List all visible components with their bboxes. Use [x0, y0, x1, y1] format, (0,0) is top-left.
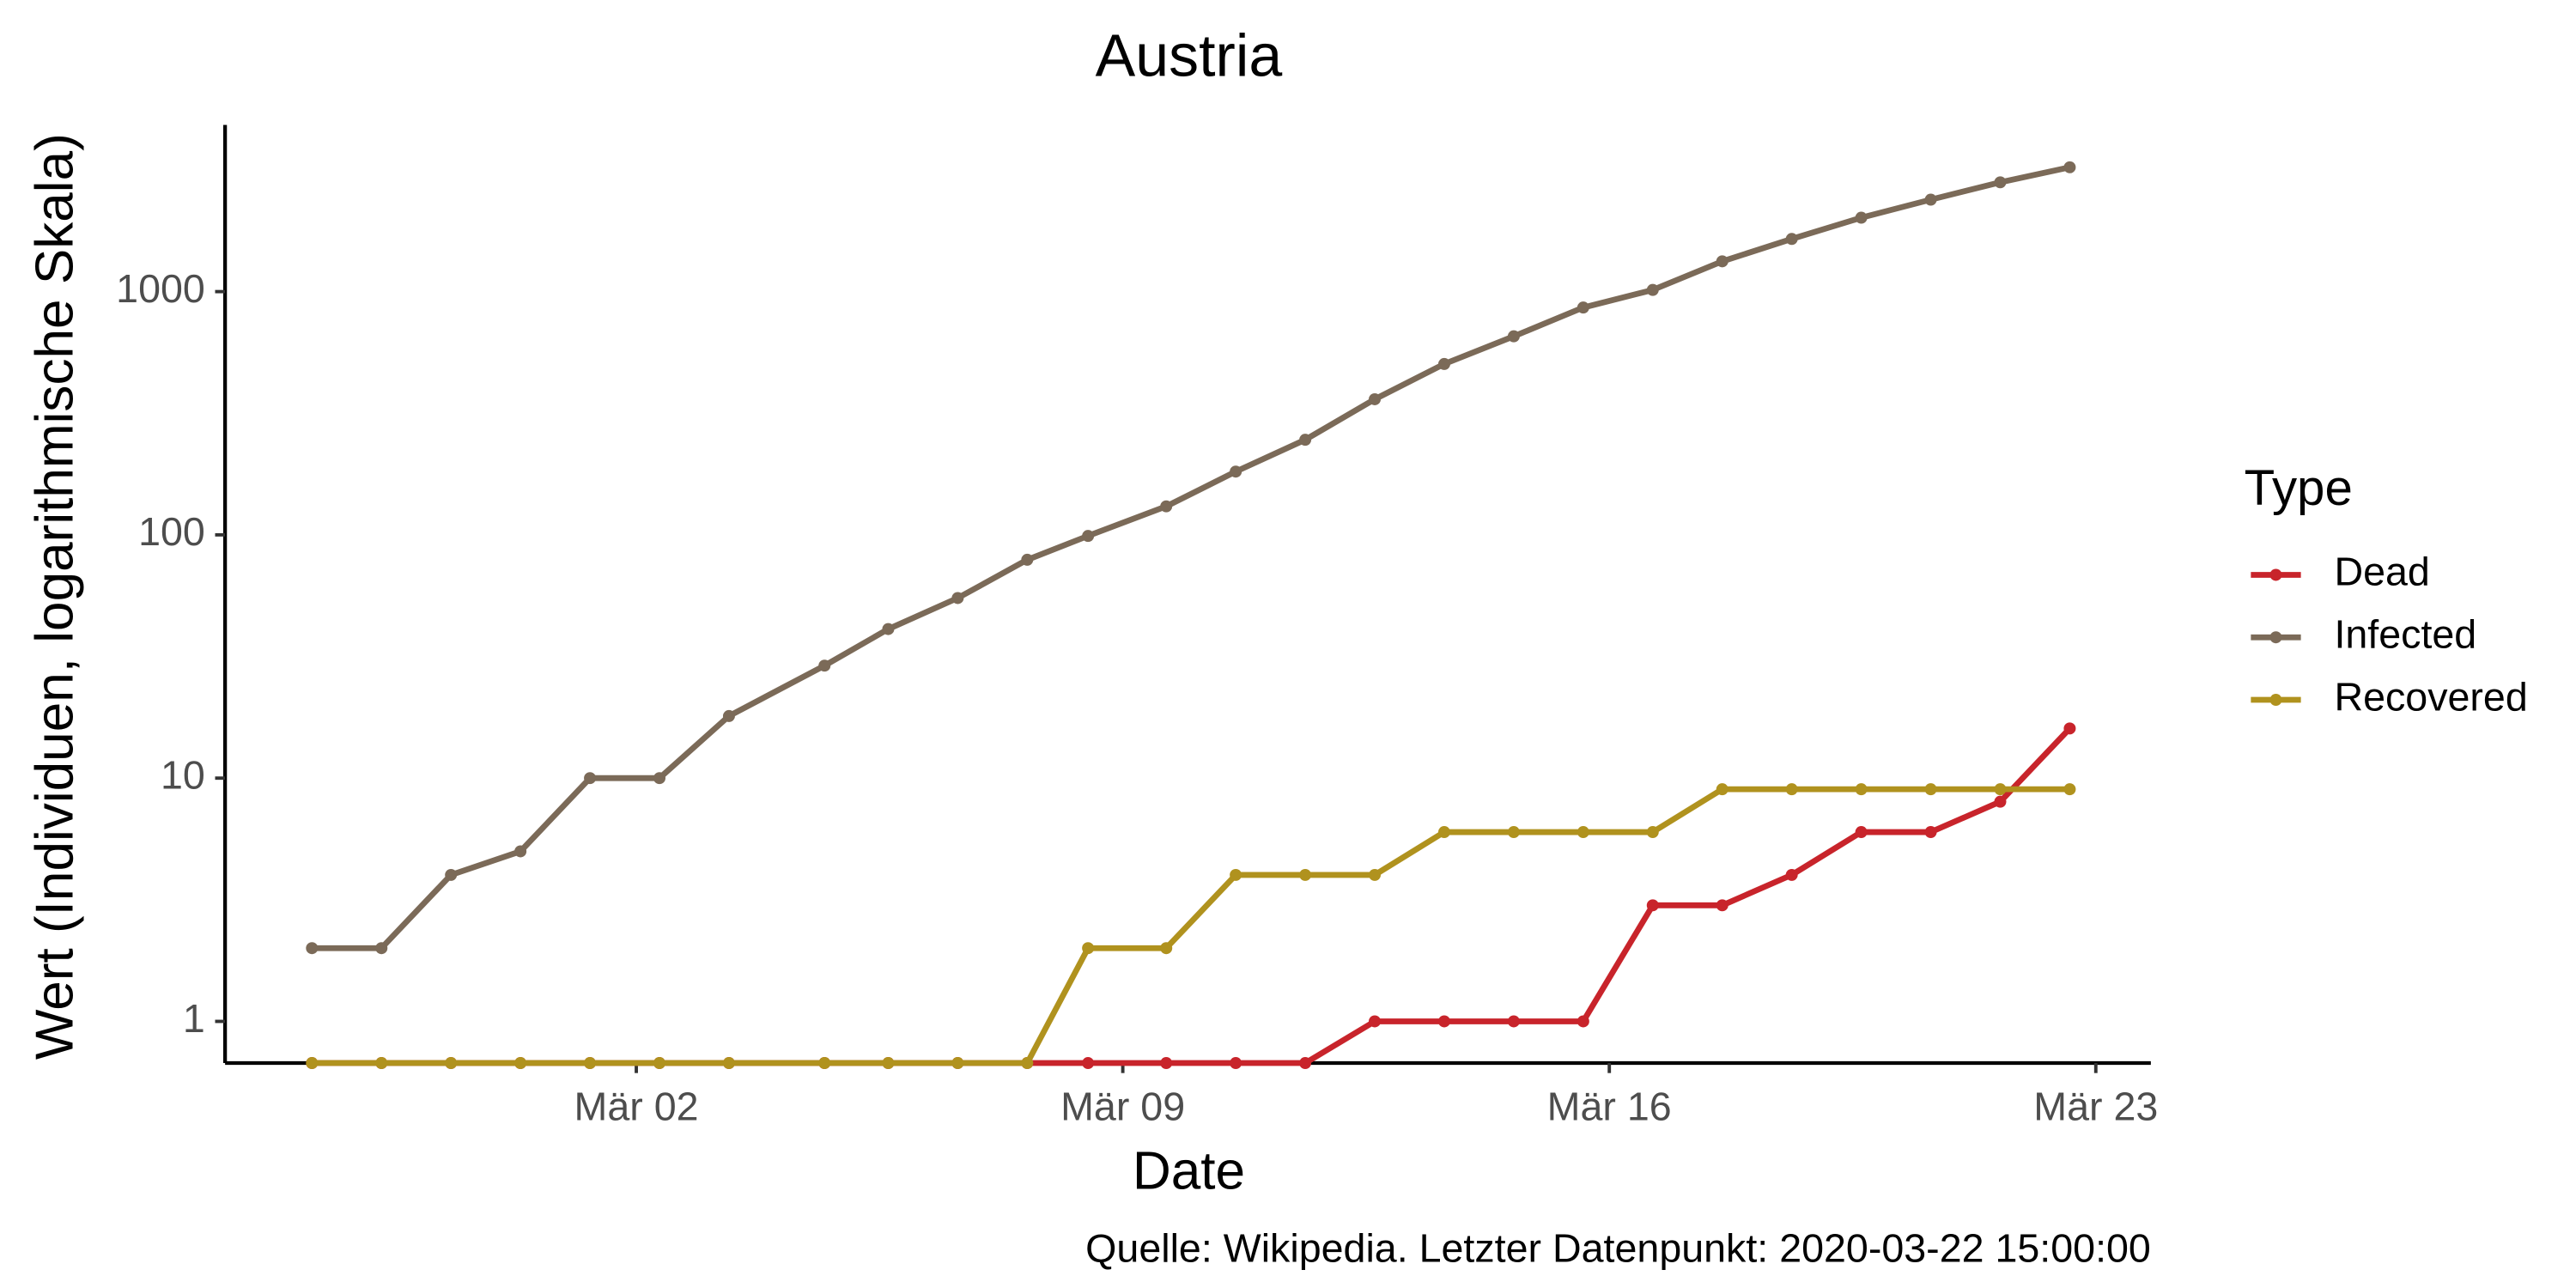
data-point: [375, 1057, 388, 1070]
series-line: [312, 786, 2070, 1066]
data-point: [1855, 826, 1868, 839]
data-point: [1369, 868, 1382, 881]
data-point: [951, 592, 964, 605]
data-point: [445, 1057, 458, 1070]
y-tick-label: 1000: [116, 266, 205, 311]
data-point: [1160, 942, 1173, 955]
data-point: [1021, 553, 1034, 566]
legend-label: Infected: [2334, 612, 2476, 657]
data-point: [1507, 330, 1520, 343]
data-point: [818, 1057, 831, 1070]
caption: Quelle: Wikipedia. Letzter Datenpunkt: 2…: [1085, 1226, 2151, 1271]
data-point: [1082, 530, 1095, 543]
x-tick-label: Mär 23: [2033, 1084, 2158, 1129]
legend-swatch-point: [2269, 694, 2282, 706]
x-tick-label: Mär 16: [1547, 1084, 1672, 1129]
data-point: [882, 1057, 895, 1070]
data-point: [306, 942, 319, 955]
data-point: [818, 659, 831, 672]
data-point: [1994, 783, 2007, 796]
data-point: [584, 1057, 597, 1070]
data-point: [653, 772, 666, 785]
data-point: [1716, 783, 1728, 796]
data-point: [1924, 783, 1937, 796]
data-point: [1230, 868, 1242, 881]
legend-swatch-point: [2269, 631, 2282, 644]
data-point: [1299, 868, 1312, 881]
series-line: [312, 164, 2071, 951]
x-tick-label: Mär 02: [574, 1084, 699, 1129]
chart-title: Austria: [1096, 21, 1283, 88]
data-point: [1230, 465, 1242, 478]
data-point: [1507, 826, 1520, 839]
data-point: [1082, 942, 1095, 955]
data-point: [722, 1057, 735, 1070]
data-point: [2063, 161, 2076, 173]
data-point: [2063, 722, 2076, 735]
data-point: [1855, 783, 1868, 796]
data-point: [1994, 795, 2007, 808]
data-point: [1646, 283, 1659, 296]
data-point: [1716, 255, 1728, 268]
data-point: [1577, 826, 1589, 839]
legend-label: Dead: [2334, 550, 2429, 594]
data-point: [1785, 868, 1798, 881]
data-point: [514, 1057, 527, 1070]
data-point: [1646, 826, 1659, 839]
data-point: [722, 709, 735, 722]
data-point: [1437, 357, 1450, 370]
data-point: [1299, 1057, 1312, 1070]
legend-swatch-point: [2269, 568, 2282, 581]
data-point: [445, 868, 458, 881]
y-tick-label: 100: [138, 509, 205, 554]
data-point: [1369, 1015, 1382, 1028]
y-tick-label: 10: [161, 753, 205, 798]
data-point: [1082, 1057, 1095, 1070]
data-point: [1994, 176, 2007, 189]
data-point: [1160, 500, 1173, 513]
series-line: [312, 726, 2072, 1066]
data-point: [1437, 826, 1450, 839]
data-point: [1507, 1015, 1520, 1028]
data-point: [1646, 899, 1659, 912]
data-point: [1924, 826, 1937, 839]
data-point: [1924, 193, 1937, 206]
data-point: [2063, 783, 2076, 796]
x-tick-label: Mär 09: [1060, 1084, 1185, 1129]
data-point: [1577, 301, 1589, 314]
data-point: [1785, 233, 1798, 246]
y-tick-label: 1: [183, 996, 205, 1041]
data-point: [1160, 1057, 1173, 1070]
x-axis-title: Date: [1133, 1141, 1245, 1200]
data-point: [951, 1057, 964, 1070]
data-point: [514, 845, 527, 858]
data-point: [375, 942, 388, 955]
data-point: [1785, 783, 1798, 796]
data-point: [584, 772, 597, 785]
data-point: [1299, 434, 1312, 447]
data-point: [653, 1057, 666, 1070]
data-point: [1716, 899, 1728, 912]
data-point: [1855, 211, 1868, 224]
data-point: [1230, 1057, 1242, 1070]
y-axis-title: Wert (Individuen, logarithmische Skala): [25, 133, 84, 1060]
data-point: [882, 623, 895, 635]
legend-label: Recovered: [2334, 674, 2527, 719]
data-point: [1437, 1015, 1450, 1028]
data-point: [1369, 392, 1382, 405]
data-point: [306, 1057, 319, 1070]
data-point: [1577, 1015, 1589, 1028]
data-point: [1021, 1057, 1034, 1070]
legend-title: Type: [2245, 460, 2353, 516]
